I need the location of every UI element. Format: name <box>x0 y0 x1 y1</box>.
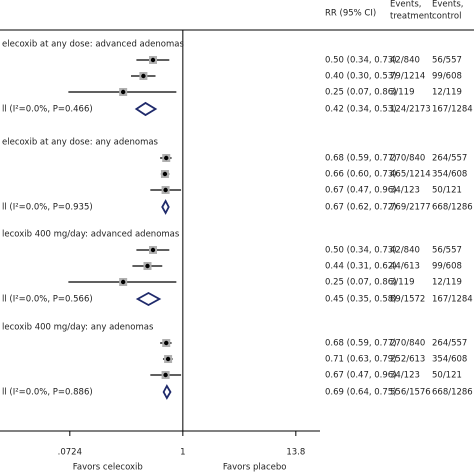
point-estimate <box>164 155 169 161</box>
overall-diamond <box>161 199 170 215</box>
x-tick-label: 1 <box>180 448 185 458</box>
events-control: 99/608 <box>432 262 462 272</box>
rr-label: 0.66 (0.60, 0.73) <box>325 170 397 180</box>
header-treatment: Events, <box>390 0 421 10</box>
rr-label: 0.68 (0.59, 0.77) <box>325 339 397 349</box>
events-treatment: 465/1214 <box>390 170 431 180</box>
events-treatment: 252/613 <box>390 355 425 365</box>
events-control: 12/119 <box>432 278 462 288</box>
events-treatment: 42/840 <box>390 56 420 66</box>
overall-diamond <box>134 101 158 117</box>
events-treatment: 79/1214 <box>390 72 425 82</box>
events-control: 354/608 <box>432 170 467 180</box>
events-control: 264/557 <box>432 339 467 349</box>
point-estimate <box>141 73 146 79</box>
overall-diamond <box>135 291 162 307</box>
rr-label: 0.42 (0.34, 0.53) <box>325 105 397 115</box>
events-treatment: 89/1572 <box>390 295 425 305</box>
rr-label: 0.25 (0.07, 0.86) <box>325 278 397 288</box>
events-control: 56/557 <box>432 246 462 256</box>
overall-label: ll (I²=0.0%, P=0.566) <box>2 295 93 305</box>
point-estimate <box>120 89 126 95</box>
events-control: 50/121 <box>432 186 462 196</box>
favors-right: Favors placebo <box>223 463 287 473</box>
point-estimate <box>150 57 156 63</box>
rr-label: 0.69 (0.64, 0.75) <box>325 388 397 398</box>
overall-label: ll (I²=0.0%, P=0.466) <box>2 105 93 115</box>
header-treatment: treatment <box>390 12 433 22</box>
events-control: 50/121 <box>432 371 462 381</box>
point-estimate <box>164 340 169 346</box>
events-control: 668/1286 <box>432 388 473 398</box>
events-treatment: 270/840 <box>390 339 425 349</box>
point-estimate <box>163 372 168 378</box>
events-control: 12/119 <box>432 88 462 98</box>
rr-label: 0.67 (0.47, 0.96) <box>325 186 397 196</box>
rr-label: 0.44 (0.31, 0.62) <box>325 262 397 272</box>
rr-label: 0.50 (0.34, 0.73) <box>325 246 397 256</box>
rr-label: 0.45 (0.35, 0.58) <box>325 295 397 305</box>
rr-label: 0.25 (0.07, 0.86) <box>325 88 397 98</box>
x-tick-label: .0724 <box>58 448 82 458</box>
events-treatment: 556/1576 <box>390 388 431 398</box>
events-treatment: 3/119 <box>390 88 415 98</box>
events-control: 167/1284 <box>432 295 473 305</box>
events-control: 99/608 <box>432 72 462 82</box>
group-label: elecoxib at any dose: any adenomas <box>2 138 159 148</box>
header-control: control <box>432 12 461 22</box>
point-estimate <box>120 279 126 285</box>
events-control: 354/608 <box>432 355 467 365</box>
point-estimate <box>162 171 168 177</box>
point-estimate <box>165 356 171 362</box>
rr-label: 0.67 (0.62, 0.72) <box>325 203 397 213</box>
events-treatment: 769/2177 <box>390 203 431 213</box>
events-control: 167/1284 <box>432 105 473 115</box>
rr-label: 0.40 (0.30, 0.53) <box>325 72 397 82</box>
header-control: Events, <box>432 0 463 10</box>
overall-label: ll (I²=0.0%, P=0.886) <box>2 388 93 398</box>
events-treatment: 44/613 <box>390 262 420 272</box>
events-treatment: 270/840 <box>390 154 425 164</box>
events-treatment: 34/123 <box>390 371 420 381</box>
group-label: lecoxib 400 mg/day: any adenomas <box>2 323 154 333</box>
events-treatment: 34/123 <box>390 186 420 196</box>
events-control: 668/1286 <box>432 203 473 213</box>
overall-label: ll (I²=0.0%, P=0.935) <box>2 203 93 213</box>
header-rr: RR (95% CI) <box>325 9 376 19</box>
rr-label: 0.71 (0.63, 0.79) <box>325 355 397 365</box>
events-control: 264/557 <box>432 154 467 164</box>
group-label: elecoxib at any dose: advanced adenomas <box>2 40 184 50</box>
point-estimate <box>145 263 150 269</box>
rr-label: 0.67 (0.47, 0.96) <box>325 371 397 381</box>
events-control: 56/557 <box>432 56 462 66</box>
group-label: lecoxib 400 mg/day: advanced adenomas <box>2 230 180 240</box>
rr-label: 0.68 (0.59, 0.77) <box>325 154 397 164</box>
events-treatment: 124/2173 <box>390 105 431 115</box>
events-treatment: 3/119 <box>390 278 415 288</box>
overall-diamond <box>162 384 172 400</box>
point-estimate <box>163 187 168 193</box>
point-estimate <box>150 247 156 253</box>
favors-left: Favors celecoxib <box>73 463 143 473</box>
x-tick-label: 13.8 <box>286 448 305 458</box>
events-treatment: 42/840 <box>390 246 420 256</box>
rr-label: 0.50 (0.34, 0.73) <box>325 56 397 66</box>
